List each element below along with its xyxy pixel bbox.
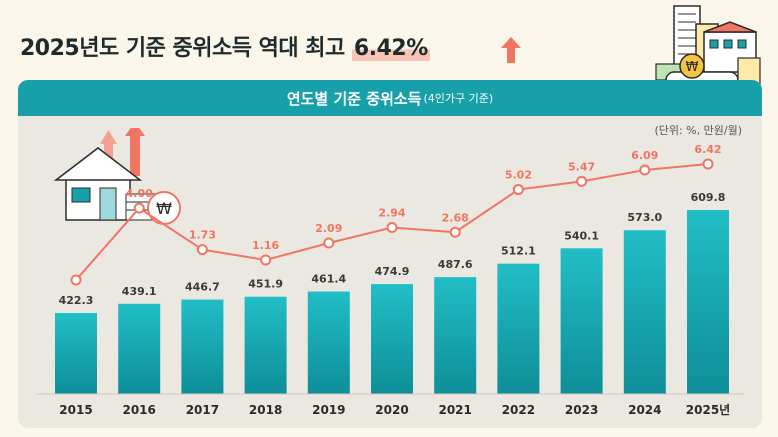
- bar-value-label: 474.9: [375, 265, 410, 278]
- rate-value-label: 2.09: [315, 222, 342, 235]
- rate-point: [512, 184, 524, 196]
- bar-2025년: [687, 210, 729, 394]
- svg-text:₩: ₩: [156, 199, 172, 218]
- chart-panel-header: 연도별 기준 중위소득 (4인가구 기준): [18, 80, 762, 116]
- rate-value-label: 2.94: [378, 207, 405, 220]
- rate-value-label: 2.68: [442, 211, 469, 224]
- bar-2015: [55, 313, 97, 394]
- bar-value-label: 540.1: [564, 229, 599, 242]
- bar-value-label: 512.1: [501, 245, 536, 258]
- x-tick-label: 2016: [122, 403, 155, 417]
- rate-value-label: 5.47: [568, 160, 595, 173]
- chart-title: 연도별 기준 중위소득: [286, 89, 422, 108]
- x-tick-label: 2024: [628, 403, 661, 417]
- increase-arrow-icon: [501, 37, 521, 63]
- bar-2022: [497, 263, 540, 394]
- income-chart: 422.3 2015 439.1 2016 446.7 2017 451.9 2018 461.…: [36, 143, 744, 417]
- rate-point: [70, 274, 82, 286]
- bar-value-label: 422.3: [59, 294, 94, 307]
- x-tick-label: 2022: [502, 403, 535, 417]
- bar-value-label: 609.8: [691, 191, 726, 204]
- x-tick-label: 2021: [438, 403, 471, 417]
- chart-panel: 연도별 기준 중위소득 (4인가구 기준) (단위: %, 만원/월) ₩ 42…: [18, 80, 762, 428]
- bar-value-label: 461.4: [311, 273, 346, 286]
- rate-point: [576, 175, 588, 187]
- rate-point: [639, 164, 651, 176]
- rate-value-label: 6.42: [694, 143, 721, 156]
- headline-text: 2025년도 기준 중위소득 역대 최고: [20, 36, 345, 61]
- x-tick-label: 2025년: [686, 403, 730, 417]
- x-tick-label: 2015: [59, 403, 92, 417]
- x-tick-label: 2017: [186, 403, 219, 417]
- bar-2021: [434, 277, 477, 394]
- x-tick-label: 2020: [375, 403, 408, 417]
- rate-point: [386, 222, 398, 234]
- bar-value-label: 451.9: [248, 278, 283, 291]
- bar-value-label: 573.0: [627, 211, 662, 224]
- rate-point: [702, 158, 714, 170]
- rate-value-label: 4.00: [126, 187, 153, 200]
- rate-value-label: 1.73: [189, 229, 216, 242]
- bar-2017: [181, 299, 224, 394]
- house-rising-illustration-icon: ₩: [53, 128, 181, 225]
- x-tick-label: 2018: [249, 403, 282, 417]
- bar-2023: [560, 248, 603, 394]
- rate-point: [449, 226, 461, 238]
- chart-subtitle: (4인가구 기준): [423, 92, 494, 105]
- unit-label: (단위: %, 만원/월): [654, 124, 742, 137]
- bar-2019: [307, 291, 350, 394]
- rate-point: [196, 244, 208, 256]
- x-tick-label: 2023: [565, 403, 598, 417]
- bar-2016: [118, 303, 161, 394]
- bar-2018: [244, 296, 287, 394]
- rate-value-label: 6.09: [631, 149, 658, 162]
- headline: 2025년도 기준 중위소득 역대 최고 6.42%: [20, 30, 430, 62]
- bar-value-label: 439.1: [122, 285, 157, 298]
- headline-highlight-value: 6.42%: [351, 36, 430, 61]
- bar-2024: [623, 230, 666, 394]
- bar-value-label: 487.6: [438, 258, 473, 271]
- bar-2020: [371, 284, 413, 394]
- bar-value-label: 446.7: [185, 281, 220, 294]
- rate-value-label: 5.02: [505, 169, 532, 182]
- rate-value-label: 1.16: [252, 239, 279, 252]
- rate-point: [260, 254, 272, 266]
- rate-point: [323, 237, 335, 249]
- x-tick-label: 2019: [312, 403, 345, 417]
- svg-text:₩: ₩: [686, 60, 699, 75]
- rate-line: [75, 163, 709, 281]
- rate-point: [133, 202, 145, 214]
